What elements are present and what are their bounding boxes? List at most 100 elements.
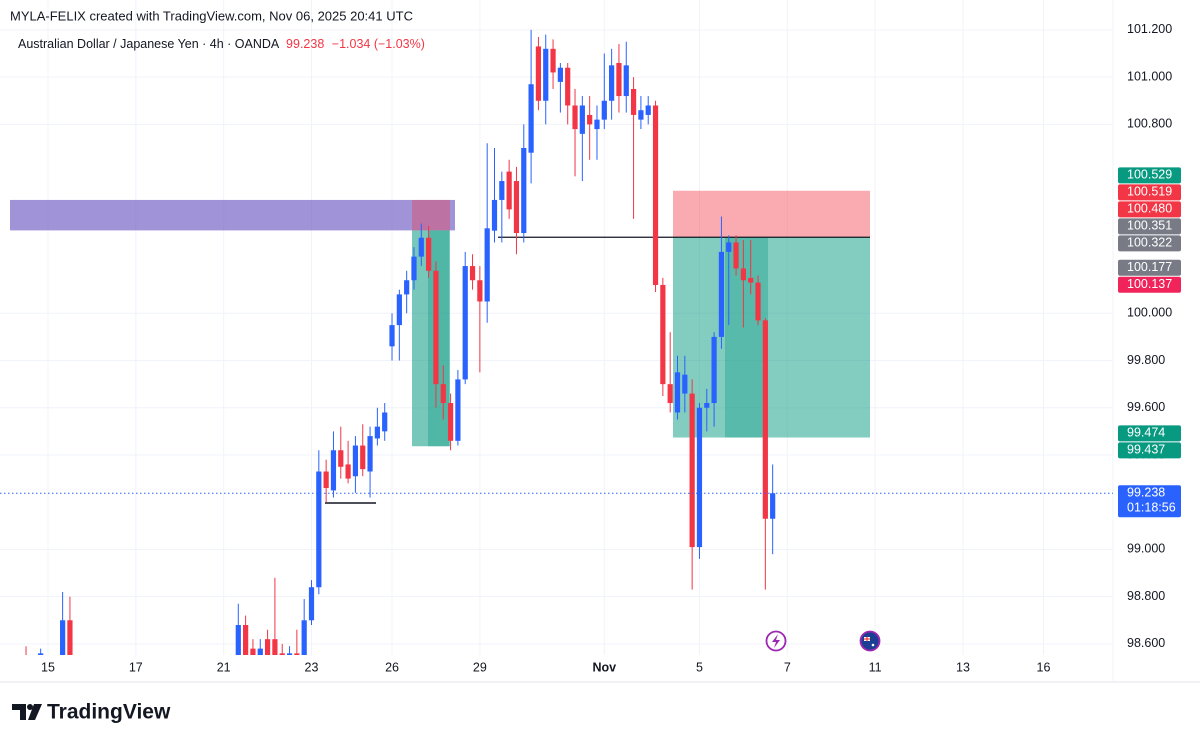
candle-body	[338, 450, 344, 467]
price-badge-label: 99.474	[1127, 426, 1165, 440]
price-badge-label: 100.322	[1127, 236, 1172, 250]
candle-body	[543, 48, 549, 101]
y-tick-label: 101.200	[1127, 22, 1172, 36]
candle-body	[535, 46, 542, 101]
x-tick-label: 7	[784, 660, 791, 674]
candle-body	[308, 587, 315, 621]
x-tick-label: 13	[956, 660, 970, 674]
candle-body	[630, 88, 637, 115]
candle-body	[433, 270, 439, 385]
candle-body	[352, 445, 359, 477]
candle-body	[264, 639, 271, 655]
stop-zone	[412, 199, 450, 231]
price-change: −1.034 (−1.03%)	[332, 37, 425, 51]
price-badge-label: 100.137	[1127, 277, 1172, 291]
candle-body	[755, 282, 761, 321]
target-zone-active	[725, 237, 768, 438]
logo[interactable]: TradingView	[12, 701, 171, 724]
symbol: Australian Dollar / Japanese Yen · 4h · …	[18, 37, 280, 51]
candle-body	[323, 471, 329, 489]
price-zone	[10, 199, 455, 231]
price-badge-label: 100.177	[1127, 260, 1172, 274]
candle-body	[67, 620, 73, 655]
stop-zone	[673, 190, 870, 238]
candle-body	[60, 620, 66, 655]
candle-body	[499, 181, 505, 200]
flag-icon-star	[871, 643, 875, 647]
event-icon-bolt	[772, 634, 780, 648]
price-badge	[1118, 218, 1181, 235]
candle-body	[360, 445, 366, 470]
candle-body	[638, 110, 644, 120]
price-badge	[1118, 442, 1181, 459]
y-tick-label: 101.000	[1127, 69, 1172, 83]
y-tick-label: 100.800	[1127, 117, 1172, 131]
candle-body	[38, 653, 44, 655]
candle-body	[506, 171, 512, 210]
candle-body	[652, 105, 659, 285]
flag-icon[interactable]	[859, 630, 881, 652]
candle-body	[733, 242, 739, 269]
logo-mark	[12, 704, 26, 720]
logo-mark	[27, 704, 33, 710]
event-icon[interactable]	[765, 630, 787, 652]
x-tick-label: 26	[385, 660, 399, 674]
candle-body	[382, 412, 388, 432]
price-badge-label: 100.351	[1127, 219, 1172, 233]
candle-body	[587, 114, 593, 125]
candle-body	[396, 294, 402, 326]
candle-body	[594, 119, 600, 130]
price-badge	[1118, 184, 1181, 201]
x-tick-label: 15	[41, 660, 55, 674]
candle-body	[294, 653, 300, 655]
candle-body	[477, 280, 483, 302]
candle-body	[623, 65, 629, 97]
candle-body	[418, 237, 424, 257]
candle-body	[557, 67, 563, 82]
candle-body	[257, 648, 263, 655]
candle-body	[389, 325, 395, 347]
candle-body	[609, 65, 615, 101]
candle-body	[513, 181, 520, 234]
candle-body	[484, 228, 490, 302]
candle-body	[330, 450, 337, 491]
candle-body	[462, 266, 468, 380]
candle-body	[243, 625, 249, 655]
candle-body	[579, 105, 585, 134]
y-tick-label: 98.800	[1127, 589, 1165, 603]
last-price: 99.238	[286, 37, 324, 51]
candle-body	[748, 277, 754, 283]
x-tick-label: Nov	[592, 660, 616, 674]
candles	[25, 29, 776, 655]
price-badge	[1118, 235, 1181, 252]
candle-body	[345, 464, 351, 479]
candle-body	[491, 199, 498, 231]
price-badge-label: 100.529	[1127, 168, 1172, 182]
price-badge	[1118, 201, 1181, 218]
price-badge	[1118, 276, 1181, 293]
axes: 101.200 101.000 100.800 100.000 99.800 99.600…	[0, 0, 1200, 683]
target-zone	[673, 237, 870, 438]
candle-body	[704, 403, 710, 408]
candle-body	[689, 393, 695, 548]
y-tick-label: 99.800	[1127, 353, 1165, 367]
current-price-badge	[1118, 485, 1181, 518]
candle-body	[674, 372, 681, 413]
candle-body	[426, 237, 432, 271]
candle-body	[740, 268, 746, 281]
symbol-line: Australian Dollar / Japanese Yen · 4h · …	[18, 37, 425, 51]
price-badge	[1118, 425, 1181, 442]
y-tick-label: 99.600	[1127, 400, 1165, 414]
candle-body	[272, 639, 278, 655]
x-tick-label: 29	[473, 660, 487, 674]
bar-timer: 01:18:56	[1127, 501, 1176, 515]
price-badge-label: 99.437	[1127, 443, 1165, 457]
flag-icon-cross	[864, 637, 870, 641]
candle-body	[455, 379, 461, 441]
candle-body	[667, 384, 673, 404]
x-tick-label: 16	[1037, 660, 1051, 674]
candle-body	[572, 105, 578, 130]
